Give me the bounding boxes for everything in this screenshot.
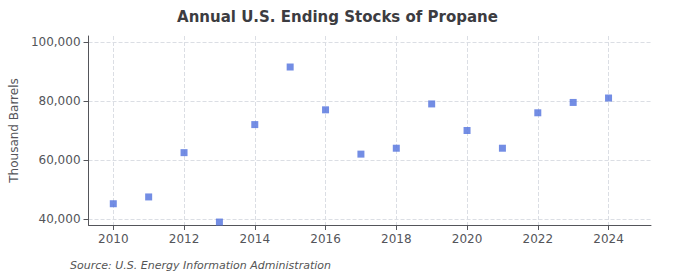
svg-text:60,000: 60,000 xyxy=(39,153,81,167)
svg-text:2018: 2018 xyxy=(381,232,412,246)
svg-text:2016: 2016 xyxy=(310,232,341,246)
svg-text:2012: 2012 xyxy=(169,232,200,246)
svg-text:80,000: 80,000 xyxy=(39,94,81,108)
svg-text:Source: U.S. Energy Informatio: Source: U.S. Energy Information Administ… xyxy=(70,259,331,272)
svg-text:100,000: 100,000 xyxy=(31,35,81,49)
svg-text:2024: 2024 xyxy=(593,232,624,246)
svg-text:40,000: 40,000 xyxy=(39,212,81,226)
svg-text:Thousand Barrels: Thousand Barrels xyxy=(7,78,21,183)
svg-text:2014: 2014 xyxy=(240,232,271,246)
svg-text:2010: 2010 xyxy=(98,232,129,246)
svg-text:2020: 2020 xyxy=(452,232,483,246)
svg-text:Annual U.S. Ending Stocks of P: Annual U.S. Ending Stocks of Propane xyxy=(177,8,498,26)
svg-text:2022: 2022 xyxy=(523,232,554,246)
